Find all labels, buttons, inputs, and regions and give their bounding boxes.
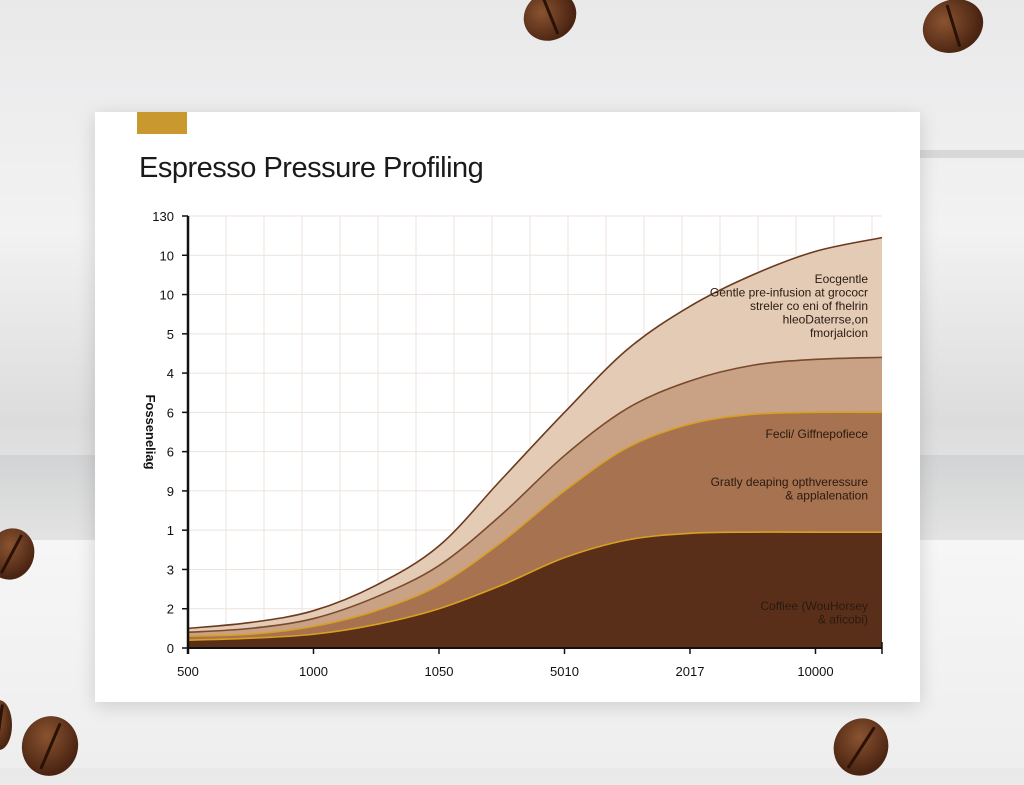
y-tick-label: 2 xyxy=(167,602,174,617)
y-tick-label: 3 xyxy=(167,562,174,577)
series-line-0 xyxy=(187,531,882,641)
series-line-3 xyxy=(187,236,883,630)
series-line-1 xyxy=(187,411,883,638)
y-axis-label: Fosseneliag xyxy=(143,394,158,469)
x-tick-label: 500 xyxy=(177,664,199,679)
area-series-0 xyxy=(188,532,882,648)
chart-title: Espresso Pressure Profiling xyxy=(139,152,484,184)
x-tick-label: 5010 xyxy=(550,664,579,679)
annotation-text: Gentle pre-infusion at grococr xyxy=(710,286,868,300)
coffee-bean-icon xyxy=(0,700,12,750)
annotation-text: Fecli/ Giffnepofiece xyxy=(766,427,869,441)
accent-bar xyxy=(137,112,187,134)
annotation-text: & aficobi) xyxy=(818,613,868,627)
background-shelf xyxy=(920,150,1024,158)
chart-plot: 0 2 3 1 9 6 6 4 5 10 10 130 500 1000 1050 5010 2017 10000… xyxy=(143,209,883,679)
annotation-text: streler co eni of fhelrin xyxy=(750,299,868,313)
y-tick-label: 6 xyxy=(167,405,174,420)
y-tick-label: 1 xyxy=(167,523,174,538)
y-tick-label: 10 xyxy=(160,248,174,263)
y-tick-label: 4 xyxy=(167,366,174,381)
annotation-text: Gratly deaping opthveressure xyxy=(711,475,869,489)
x-tick-label: 1000 xyxy=(299,664,328,679)
y-tick-label: 9 xyxy=(167,484,174,499)
x-tick-label: 1050 xyxy=(425,664,454,679)
y-tick-label: 10 xyxy=(160,288,174,303)
annotation-text: Eocgentle xyxy=(815,272,869,286)
y-tick-label: 6 xyxy=(167,445,174,460)
x-tick-label: 10000 xyxy=(797,664,833,679)
annotation-text: hleoDaterrse,on xyxy=(783,313,868,327)
y-tick-label: 130 xyxy=(152,209,174,224)
series-line-2 xyxy=(187,356,883,634)
y-tick-label: 0 xyxy=(167,641,174,656)
x-tick-label: 2017 xyxy=(676,664,705,679)
annotation-text: Coffiee (WouHorsey xyxy=(760,599,868,613)
y-tick-label: 5 xyxy=(167,327,174,342)
annotation-text: & applalenation xyxy=(785,489,868,503)
annotation-text: fmorjalcion xyxy=(810,326,868,340)
